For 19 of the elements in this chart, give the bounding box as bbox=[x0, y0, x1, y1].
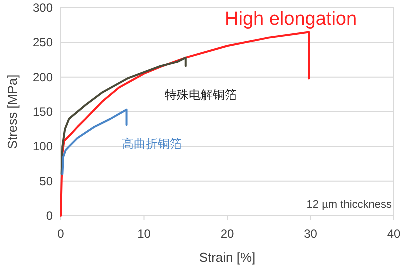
y-tick-label: 0 bbox=[46, 209, 54, 223]
y-tick-label: 300 bbox=[32, 1, 54, 15]
x-tick-label: 30 bbox=[304, 227, 318, 241]
x-tick-label: 0 bbox=[58, 227, 65, 241]
y-tick-label: 150 bbox=[32, 105, 54, 119]
y-tick-label: 250 bbox=[32, 36, 54, 50]
y-tick-label: 200 bbox=[32, 70, 54, 84]
series-label: 特殊电解铜箔 bbox=[165, 88, 237, 102]
annotation: 12 µm thicckness bbox=[306, 199, 392, 211]
series-label: High elongation bbox=[225, 9, 358, 30]
series-label: 高曲折铜箔 bbox=[122, 137, 182, 151]
y-tick-label: 50 bbox=[40, 174, 54, 188]
line-series bbox=[60, 56, 187, 176]
x-tick-label: 40 bbox=[387, 227, 401, 241]
x-axis-title: Strain [%] bbox=[199, 250, 256, 265]
x-tick-label: 10 bbox=[138, 227, 152, 241]
y-tick-label: 100 bbox=[32, 140, 54, 154]
x-tick-label: 20 bbox=[220, 227, 234, 241]
y-axis-title: Stress [MPa] bbox=[5, 74, 20, 150]
